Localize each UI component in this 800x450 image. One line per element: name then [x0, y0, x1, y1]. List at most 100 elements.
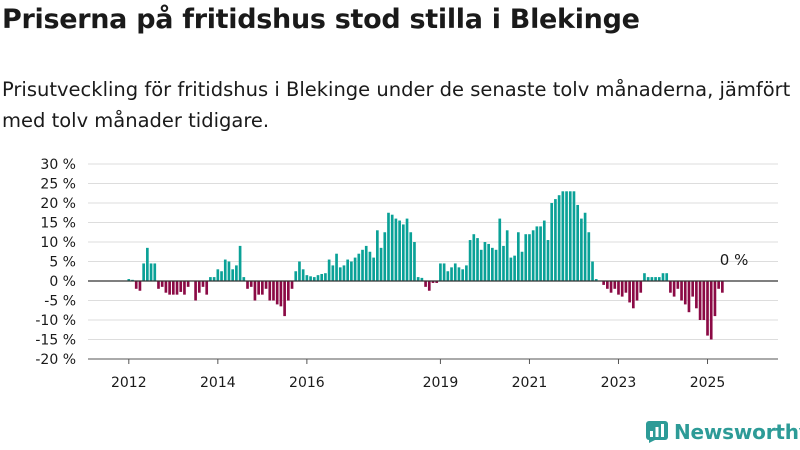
bar: [197, 281, 201, 293]
y-tick-label: 30 %: [40, 157, 76, 173]
bar: [420, 277, 424, 281]
bar: [238, 245, 242, 281]
bar: [160, 281, 164, 287]
bar: [286, 281, 290, 301]
page-title: Priserna på fritidshus stod stilla i Ble…: [2, 4, 640, 35]
bar: [680, 281, 683, 301]
bar: [594, 279, 598, 281]
bar: [142, 263, 145, 281]
bar: [439, 263, 442, 281]
y-tick-label: -20 %: [35, 352, 76, 368]
bar: [698, 281, 702, 320]
bar: [435, 281, 439, 283]
bar: [357, 253, 361, 281]
bar: [561, 191, 565, 281]
bar: [301, 269, 305, 281]
bar: [183, 281, 186, 295]
bar: [450, 267, 453, 281]
bar: [672, 281, 676, 297]
bar: [669, 281, 672, 293]
bar: [335, 253, 338, 281]
bar: [364, 245, 368, 281]
bar: [472, 234, 476, 281]
bar: [216, 269, 220, 281]
bar: [613, 281, 617, 289]
bar: [261, 281, 264, 295]
page-subtitle: Prisutveckling för fritidshus i Blekinge…: [2, 78, 791, 132]
bar: [324, 273, 327, 281]
bar: [316, 275, 320, 281]
bar: [409, 232, 413, 281]
bar: [283, 281, 286, 317]
bar: [346, 259, 350, 281]
bar: [405, 218, 409, 281]
y-tick-label: -10 %: [35, 313, 76, 329]
bar: [249, 281, 253, 287]
bar: [491, 247, 494, 281]
bar: [557, 195, 561, 281]
bar: [246, 281, 249, 289]
bar: [242, 277, 246, 281]
x-tick-label: 2019: [423, 375, 459, 391]
bar: [212, 277, 216, 281]
bar: [468, 240, 472, 281]
bar: [546, 240, 550, 281]
bar: [565, 191, 568, 281]
y-tick-label: 0 %: [49, 274, 76, 290]
bar: [376, 230, 379, 281]
bar: [416, 277, 420, 281]
bar: [631, 281, 635, 309]
newsworthy-chart-icon: [646, 421, 668, 443]
bar: [298, 261, 301, 281]
bar: [583, 212, 587, 281]
newsworthy-logo[interactable]: Newsworthy: [646, 420, 800, 444]
bar: [272, 281, 275, 301]
bar: [580, 218, 583, 281]
bar: [646, 277, 650, 281]
bar: [350, 261, 353, 281]
bar: [576, 204, 580, 281]
x-tick-label: 2016: [289, 375, 325, 391]
bar: [268, 281, 272, 301]
bar: [305, 275, 309, 281]
y-tick-label: -15 %: [35, 333, 76, 349]
annotation-label: 0 %: [720, 251, 749, 269]
bar: [476, 238, 479, 281]
bar: [353, 257, 357, 281]
bar: [279, 281, 283, 307]
bar: [554, 199, 557, 281]
bar: [683, 281, 687, 305]
bar: [171, 281, 175, 295]
bar: [479, 249, 483, 281]
bar: [153, 263, 157, 281]
bar: [205, 281, 209, 295]
bar: [253, 281, 257, 301]
bar: [702, 281, 706, 320]
bar: [424, 281, 427, 287]
bar: [442, 263, 446, 281]
bar: [609, 281, 613, 293]
bar: [513, 255, 516, 281]
bar: [264, 281, 268, 289]
x-tick-label: 2012: [111, 375, 147, 391]
bar: [149, 263, 153, 281]
bar: [665, 273, 669, 281]
bar: [650, 277, 654, 281]
bar: [320, 273, 324, 281]
bar: [687, 281, 691, 313]
bar: [209, 277, 212, 281]
bar: [427, 281, 431, 291]
bar: [194, 281, 197, 301]
bar: [635, 281, 639, 301]
bar: [531, 230, 535, 281]
bar: [453, 263, 457, 281]
bar: [620, 281, 624, 297]
bar: [628, 281, 631, 303]
bar: [465, 265, 468, 281]
bar: [550, 203, 554, 281]
bar: [168, 281, 171, 295]
bar: [494, 249, 498, 281]
brand-name: Newsworthy: [674, 420, 800, 444]
bar: [338, 267, 342, 281]
bar: [175, 281, 179, 295]
